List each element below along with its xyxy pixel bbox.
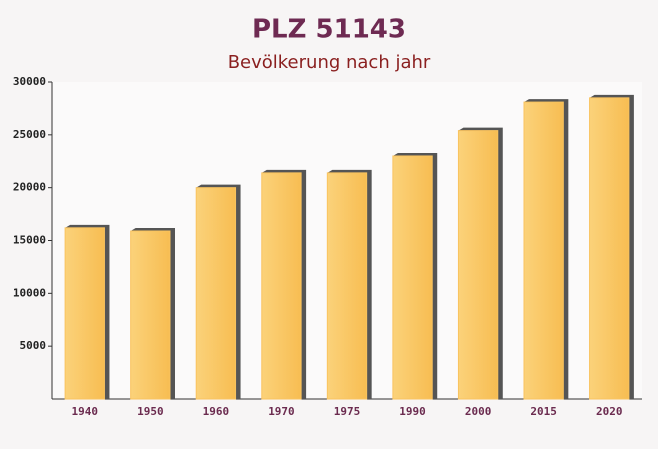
y-tick-label: 10000 — [13, 286, 46, 299]
x-tick-label: 2015 — [530, 405, 557, 418]
y-tick-label: 25000 — [13, 128, 46, 141]
y-tick-label: 15000 — [13, 234, 46, 247]
x-tick-label: 1970 — [268, 405, 295, 418]
chart-title: PLZ 51143 — [252, 15, 406, 45]
x-tick-label: 2020 — [596, 405, 623, 418]
x-tick-label: 1990 — [399, 405, 426, 418]
bar — [261, 172, 302, 400]
x-tick-label: 1940 — [72, 405, 99, 418]
bar — [64, 227, 105, 400]
x-tick-label: 1960 — [203, 405, 230, 418]
bar — [326, 172, 368, 400]
bar-shadow — [261, 169, 307, 399]
bar — [195, 187, 237, 400]
bar — [589, 97, 630, 400]
bar — [523, 101, 564, 400]
x-tick-label: 2000 — [465, 405, 492, 418]
x-tick-label: 1975 — [334, 405, 361, 418]
x-tick-label: 1950 — [137, 405, 164, 418]
bar-shadow — [327, 169, 372, 399]
y-tick-label: 30000 — [13, 75, 46, 88]
bar — [130, 230, 171, 400]
bar-shadow — [589, 94, 634, 399]
y-tick-label: 5000 — [20, 339, 47, 352]
bar-shadow — [392, 152, 438, 399]
chart-subtitle: Bevölkerung nach jahr — [228, 52, 431, 73]
bar — [457, 130, 499, 400]
bar — [392, 155, 433, 400]
bar-shadow — [196, 184, 241, 399]
bar-shadow — [65, 224, 110, 399]
bar-shadow — [458, 127, 503, 400]
y-tick-label: 20000 — [13, 181, 46, 194]
bar-shadow — [524, 99, 569, 400]
bar-shadow — [130, 227, 175, 399]
